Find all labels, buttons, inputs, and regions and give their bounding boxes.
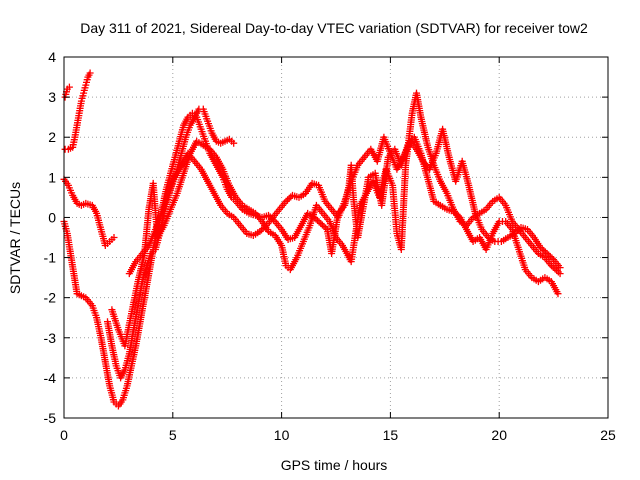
- x-tick-labels: 0 5 10 15 20 25: [60, 427, 616, 443]
- data-point: [282, 197, 290, 205]
- data-point: [317, 220, 325, 227]
- data-point: [230, 139, 238, 147]
- data-point: [512, 228, 520, 236]
- y-axis-label: SDTVAR / TECUs: [7, 182, 23, 294]
- x-tick-label: 20: [491, 427, 507, 443]
- axis-ticks: [63, 56, 609, 419]
- data-point: [285, 194, 293, 202]
- data-point: [556, 264, 564, 272]
- data-point: [259, 225, 267, 232]
- data-point: [543, 250, 551, 257]
- y-tick-label: -3: [44, 330, 57, 346]
- x-tick-label: 25: [600, 427, 616, 443]
- y-tick-label: 3: [48, 89, 56, 105]
- y-tick-labels: -5 -4 -3 -2 -1 0 1 2 3 4: [44, 49, 57, 426]
- chart-title: Day 311 of 2021, Sidereal Day-to-day VTE…: [80, 20, 588, 36]
- data-point: [110, 234, 118, 241]
- data-point: [514, 227, 522, 234]
- data-point: [538, 245, 546, 253]
- data-point: [556, 270, 564, 278]
- y-tick-label: -2: [44, 290, 57, 306]
- data-point: [318, 221, 326, 229]
- data-point: [545, 251, 553, 259]
- data-point: [554, 290, 562, 298]
- x-axis-label: GPS time / hours: [281, 457, 388, 473]
- data-point: [322, 224, 330, 232]
- data-point: [314, 217, 321, 224]
- data-point: [65, 83, 73, 91]
- y-tick-label: 4: [48, 49, 56, 65]
- data-point: [548, 254, 556, 262]
- y-tick-label: -1: [44, 250, 57, 266]
- data-point: [258, 226, 265, 234]
- data-point: [86, 69, 94, 77]
- x-tick-label: 0: [60, 427, 68, 443]
- y-tick-label: -4: [44, 370, 57, 386]
- y-tick-label: -5: [44, 410, 57, 426]
- plot-border: [63, 56, 609, 419]
- y-tick-label: 1: [48, 169, 56, 185]
- x-tick-label: 10: [274, 427, 290, 443]
- x-tick-label: 5: [169, 427, 177, 443]
- y-tick-label: 0: [48, 209, 56, 225]
- data-point: [540, 247, 548, 254]
- y-tick-label: 2: [48, 129, 56, 145]
- data-point: [284, 196, 292, 204]
- data-points: [60, 69, 564, 410]
- x-tick-label: 15: [383, 427, 399, 443]
